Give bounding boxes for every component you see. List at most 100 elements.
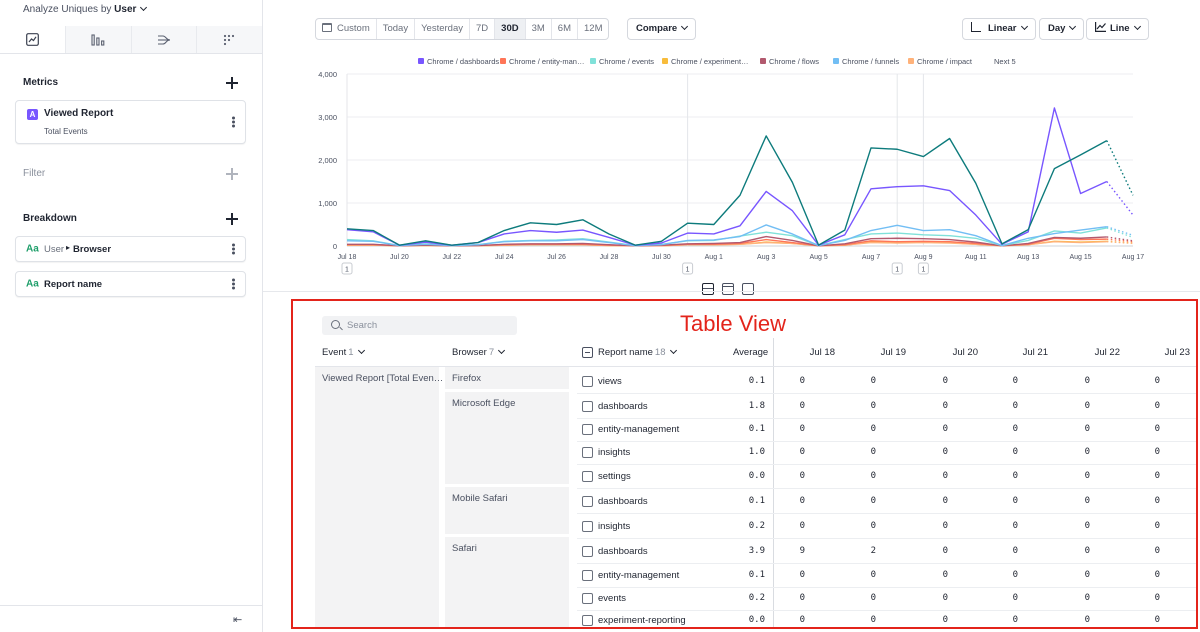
legend-item[interactable]: Chrome / events — [599, 57, 654, 66]
table-row[interactable]: insights 1.0 0 0 0 0 0 0 — [577, 441, 1198, 464]
row-checkbox[interactable] — [582, 521, 593, 532]
table-row[interactable]: insights 0.2 0 0 0 0 0 0 — [577, 515, 1198, 538]
browser-group-cell[interactable]: Mobile Safari — [445, 487, 569, 534]
row-checkbox[interactable] — [582, 593, 593, 604]
row-checkbox[interactable] — [582, 496, 593, 507]
date-range-group: Custom Today Yesterday 7D 30D 3M 6M 12M — [315, 18, 610, 40]
date-range-7d[interactable]: 7D — [470, 19, 496, 39]
table-row[interactable]: entity-management 0.1 0 0 0 0 0 0 — [577, 564, 1198, 587]
legend-item[interactable]: Chrome / experiment… — [671, 57, 749, 66]
report-name-cell: views — [598, 376, 622, 387]
annotation-marker[interactable] — [682, 262, 694, 275]
table-row[interactable]: dashboards 1.8 0 0 0 0 0 0 — [577, 395, 1198, 418]
row-checkbox[interactable] — [582, 570, 593, 581]
row-checkbox[interactable] — [582, 615, 593, 626]
row-checkbox[interactable] — [582, 376, 593, 387]
legend-item[interactable]: Chrome / funnels — [842, 57, 899, 66]
series-line[interactable] — [346, 224, 1107, 247]
column-header-browser[interactable]: Browser 7 — [452, 346, 506, 358]
date-range-30d[interactable]: 30D — [495, 19, 526, 39]
column-header-date[interactable]: Jul 21 — [1022, 347, 1048, 358]
chevron-down-icon — [1133, 22, 1141, 31]
row-checkbox[interactable] — [582, 424, 593, 435]
add-filter-icon[interactable] — [226, 168, 238, 180]
legend-item[interactable]: Chrome / entity-man… — [509, 57, 584, 66]
row-divider — [577, 538, 1198, 539]
value-cell: 0 — [799, 570, 805, 580]
chart-type-dropdown[interactable]: Line — [1086, 18, 1149, 40]
breakdown-menu-icon[interactable] — [232, 243, 235, 255]
series-partial-line — [1106, 140, 1134, 196]
series-line[interactable] — [346, 135, 1108, 246]
legend-item[interactable]: Chrome / impact — [917, 57, 973, 66]
series-line[interactable] — [346, 107, 1108, 246]
browser-group-cell[interactable]: Safari — [445, 537, 569, 629]
column-header-date[interactable]: Jul 22 — [1094, 347, 1120, 358]
row-checkbox[interactable] — [582, 471, 593, 482]
row-checkbox[interactable] — [582, 447, 593, 458]
annotation-marker[interactable] — [341, 262, 353, 275]
tab-flows[interactable] — [131, 26, 198, 53]
add-breakdown-icon[interactable] — [226, 213, 238, 225]
metric-menu-icon[interactable] — [232, 116, 235, 128]
date-range-yesterday[interactable]: Yesterday — [415, 19, 470, 39]
legend-swatch — [590, 58, 596, 64]
table-row[interactable]: experiment-reporting 0.0 0 0 0 0 0 0 — [577, 609, 1198, 632]
event-group-cell[interactable]: Viewed Report [Total Even… — [315, 367, 443, 629]
tab-funnels[interactable] — [65, 26, 132, 53]
value-cell: 0 — [870, 401, 876, 411]
compare-button[interactable]: Compare — [627, 18, 697, 40]
row-checkbox[interactable] — [582, 546, 593, 557]
date-range-custom[interactable]: Custom — [316, 19, 377, 39]
add-metric-icon[interactable] — [226, 77, 238, 89]
scale-dropdown[interactable]: Linear — [962, 18, 1036, 40]
column-header-date[interactable]: Jul 18 — [809, 347, 835, 358]
metric-card[interactable]: A Viewed Report Total Events — [15, 100, 246, 144]
table-row[interactable]: views 0.1 0 0 0 0 0 0 — [577, 370, 1198, 393]
value-cell: 0 — [1084, 376, 1090, 386]
browser-group-cell[interactable]: Firefox — [445, 367, 569, 389]
column-header-report-name[interactable]: Report name 18 — [598, 346, 677, 358]
legend-item[interactable]: Chrome / flows — [769, 57, 819, 66]
column-header-date[interactable]: Jul 23 — [1164, 347, 1190, 358]
collapse-sidebar-icon[interactable]: ⇤ — [233, 614, 243, 626]
tab-retention[interactable] — [197, 26, 262, 53]
value-cell: 0 — [1154, 496, 1160, 506]
column-header-date[interactable]: Jul 20 — [952, 347, 978, 358]
date-range-3m[interactable]: 3M — [526, 19, 552, 39]
column-header-date[interactable]: Jul 19 — [880, 347, 906, 358]
column-header-average[interactable]: Average — [733, 347, 769, 358]
select-all-checkbox[interactable] — [582, 347, 593, 358]
date-range-12m[interactable]: 12M — [584, 23, 603, 34]
tab-insights[interactable] — [0, 26, 66, 53]
value-cell: 0 — [1012, 546, 1018, 556]
table-row[interactable]: entity-management 0.1 0 0 0 0 0 0 — [577, 418, 1198, 441]
breakdown-card-report-name[interactable]: Aa Report name — [15, 271, 246, 297]
annotation-marker[interactable] — [917, 262, 929, 275]
x-tick-label: Aug 9 — [914, 254, 932, 261]
browser-group-cell[interactable]: Microsoft Edge — [445, 392, 569, 484]
table-row[interactable]: events 0.2 0 0 0 0 0 0 — [577, 587, 1198, 610]
metric-measure[interactable]: Total Events — [44, 127, 88, 136]
date-range-6m[interactable]: 6M — [552, 19, 578, 39]
chart-only-view-icon[interactable] — [742, 283, 754, 295]
table-row[interactable]: dashboards 3.9 9 2 0 0 0 0 — [577, 540, 1198, 563]
split-view-icon[interactable] — [702, 283, 714, 295]
date-range-today[interactable]: Today — [377, 19, 416, 39]
series-line[interactable] — [347, 235, 1107, 247]
x-tick-label: Aug 13 — [1017, 254, 1039, 261]
table-row[interactable]: dashboards 0.1 0 0 0 0 0 0 — [577, 490, 1198, 513]
annotation-marker[interactable] — [891, 262, 903, 275]
breakdown-card-browser[interactable]: Aa User ▸ Browser — [15, 236, 246, 262]
analyze-by-selector[interactable]: Analyze Uniques by User — [23, 3, 148, 15]
table-only-view-icon[interactable] — [722, 283, 734, 295]
table-row[interactable]: settings 0.0 0 0 0 0 0 0 — [577, 465, 1198, 488]
legend-next-link[interactable]: Next 5 — [994, 57, 1016, 66]
legend-item[interactable]: Chrome / dashboards — [427, 57, 499, 66]
table-search-input[interactable]: Search — [322, 316, 517, 335]
breakdown-menu-icon[interactable] — [232, 278, 235, 290]
interval-dropdown[interactable]: Day — [1039, 18, 1085, 40]
row-checkbox[interactable] — [582, 401, 593, 412]
chevron-down-icon — [1069, 22, 1077, 31]
column-header-event[interactable]: Event 1 — [322, 346, 365, 358]
